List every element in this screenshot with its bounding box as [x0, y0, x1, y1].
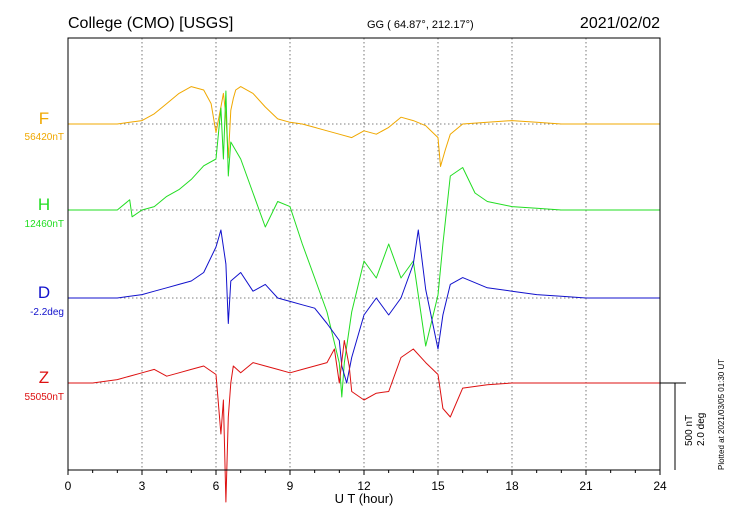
- series-line-h: [68, 90, 660, 398]
- station-title: College (CMO) [USGS]: [68, 15, 233, 32]
- plot-frame: [67, 37, 661, 471]
- series-baseline-z: 55050nT: [25, 392, 64, 403]
- plot-grid: [68, 38, 660, 470]
- scale-bar-top-label: 500 nT: [684, 415, 695, 446]
- x-axis: 0 3 6 9 12 15 18 21 24: [65, 470, 667, 493]
- series-line-f: [68, 86, 660, 167]
- series-name-h: H: [38, 195, 50, 214]
- x-tick-label: 6: [213, 479, 220, 493]
- x-tick-label: 15: [431, 479, 445, 493]
- x-tick-label: 12: [357, 479, 371, 493]
- scale-bar-bottom-label: 2.0 deg: [696, 413, 707, 446]
- series-name-d: D: [38, 283, 50, 302]
- series-labels: F 56420nT H 12460nT D -2.2deg Z 55050nT: [25, 109, 64, 403]
- x-tick-label: 0: [65, 479, 72, 493]
- series-baseline-d: -2.2deg: [30, 307, 64, 318]
- series-baseline-h: 12460nT: [25, 219, 64, 230]
- x-tick-label: 24: [653, 479, 667, 493]
- x-tick-label: 3: [139, 479, 146, 493]
- series-line-d: [68, 229, 660, 384]
- series-line-z: [68, 340, 660, 503]
- coordinates-label: GG ( 64.87°, 212.17°): [367, 19, 474, 31]
- scale-bar: 500 nT 2.0 deg: [660, 382, 707, 470]
- plotted-at-note: Plotted at 2021/03/05 01:30 UT: [717, 359, 726, 470]
- series-lines: [68, 86, 660, 503]
- x-tick-label: 21: [579, 479, 593, 493]
- series-name-z: Z: [39, 368, 49, 387]
- x-tick-label: 9: [287, 479, 294, 493]
- date-label: 2021/02/02: [580, 15, 660, 32]
- x-tick-label: 18: [505, 479, 519, 493]
- series-baseline-f: 56420nT: [25, 132, 64, 143]
- x-axis-label: U T (hour): [335, 491, 394, 506]
- series-name-f: F: [39, 109, 49, 128]
